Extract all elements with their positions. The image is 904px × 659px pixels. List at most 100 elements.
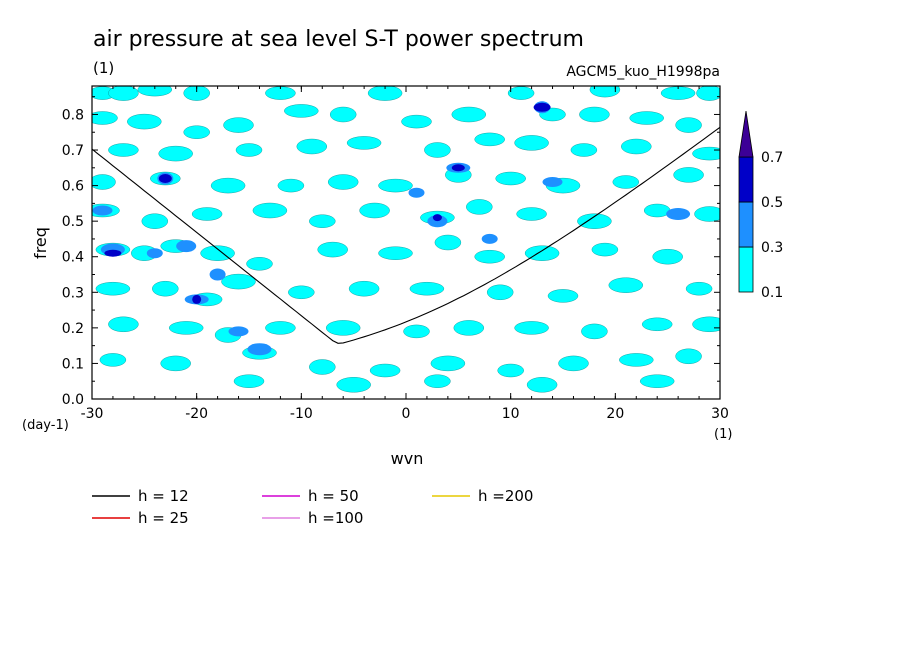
y-tick-label: 0.5	[62, 214, 84, 230]
y-axis: 0.0 0.1 0.2 0.3 0.4 0.5 0.6 0.7 0.8	[62, 96, 720, 408]
contour-blob	[95, 282, 131, 296]
contour-blob	[146, 248, 163, 259]
colorbar-segment	[738, 201, 754, 248]
x-tick-label: 10	[502, 406, 520, 422]
contour-blob	[570, 143, 598, 157]
contour-blob	[451, 164, 465, 172]
contour-blob	[547, 289, 579, 303]
contour-blob	[640, 374, 675, 388]
contour-blob	[246, 257, 273, 271]
contour-blob	[265, 321, 296, 335]
contour-blob	[409, 282, 445, 296]
contour-blob	[309, 359, 336, 375]
contour-blob	[514, 321, 549, 335]
contour-blob	[434, 234, 462, 251]
contour-blob	[612, 175, 639, 189]
contour-blob	[466, 199, 493, 215]
contour-blob	[309, 214, 336, 228]
contour-blob	[378, 178, 413, 193]
y-tick-label: 0.2	[62, 321, 84, 337]
contour-blob	[487, 284, 514, 300]
colorbar-label: 0.5	[761, 195, 783, 211]
y-tick-label: 0.8	[62, 107, 84, 123]
contour-blob	[430, 355, 466, 372]
contour-blob	[158, 174, 172, 183]
contour-blob	[526, 377, 558, 393]
contour-blob	[367, 86, 403, 101]
contour-blob	[608, 277, 643, 293]
contour-blob	[247, 343, 272, 356]
x-tick-label: -30	[81, 406, 104, 422]
contour-blob	[542, 177, 563, 187]
contour-blob	[666, 208, 691, 220]
dispersion-curves	[92, 126, 720, 344]
x-axis: -30 -20 -10 0 10 20 30	[81, 86, 729, 422]
contour-blob	[336, 377, 371, 393]
contour-blob	[168, 321, 204, 335]
colorbar-label: 0.7	[761, 150, 783, 166]
contour-blob	[401, 114, 432, 129]
contour-blob	[497, 363, 524, 378]
y-tick-label: 0.3	[62, 285, 84, 301]
contour-blob	[495, 171, 526, 186]
contour-blob	[233, 374, 265, 388]
contour-blob	[369, 363, 401, 378]
colorbar-label: 0.3	[761, 240, 783, 256]
contour-blob	[210, 177, 246, 194]
contour-blob	[127, 113, 162, 130]
x-tick-label: 30	[711, 406, 729, 422]
contour-blob	[359, 202, 390, 219]
contour-blob	[453, 320, 484, 336]
contour-blob	[330, 106, 357, 123]
dispersion-curve	[92, 126, 720, 344]
contour-blob	[221, 273, 256, 290]
contour-blob	[209, 268, 226, 281]
contour-blob	[92, 174, 116, 190]
contour-blob	[108, 86, 139, 101]
contour-blob	[589, 86, 621, 98]
legend-label: h =200	[478, 487, 533, 505]
legend-label: h = 25	[138, 509, 189, 527]
contour-blob	[451, 106, 486, 123]
contour-blob	[252, 202, 288, 219]
y-tick-label: 0.1	[62, 356, 84, 372]
contour-blob	[99, 353, 127, 367]
contour-blob	[328, 174, 359, 190]
contour-blob	[685, 282, 713, 296]
contour-blob	[474, 132, 505, 147]
contour-blob	[619, 353, 654, 367]
contour-blob	[108, 143, 139, 157]
contour-blob	[424, 374, 451, 388]
contour-blob	[277, 178, 305, 193]
contour-blob	[474, 250, 505, 264]
contour-blob	[104, 249, 122, 257]
colorbar-label: 0.1	[761, 285, 783, 301]
colorbar-segment	[738, 246, 754, 293]
contour-blob	[191, 207, 223, 221]
contour-blob	[696, 86, 720, 101]
x-units-label: (1)	[714, 427, 732, 442]
contour-blob	[223, 117, 254, 133]
x-tick-label: -10	[290, 406, 313, 422]
contour-blob	[141, 213, 169, 229]
contour-blob	[408, 187, 425, 198]
contour-blob	[533, 102, 551, 112]
legend-label: h = 12	[138, 487, 189, 505]
contour-blob	[424, 142, 451, 158]
y-tick-label: 0.6	[62, 179, 84, 195]
contour-blob	[481, 233, 498, 244]
legend: h = 12 h = 25 h = 50 h =100 h =200	[92, 487, 533, 527]
legend-label: h = 50	[308, 487, 359, 505]
contour-blob	[581, 323, 608, 340]
contour-blob	[514, 135, 549, 151]
contour-fill-layer	[92, 86, 720, 393]
contour-blob	[326, 320, 361, 336]
contour-blob	[160, 355, 191, 372]
contour-blob	[675, 348, 702, 364]
contour-blob	[296, 138, 327, 155]
contour-blob	[200, 245, 235, 261]
contour-blob	[591, 242, 619, 257]
contour-blob	[288, 285, 315, 299]
contour-blob	[152, 281, 179, 297]
